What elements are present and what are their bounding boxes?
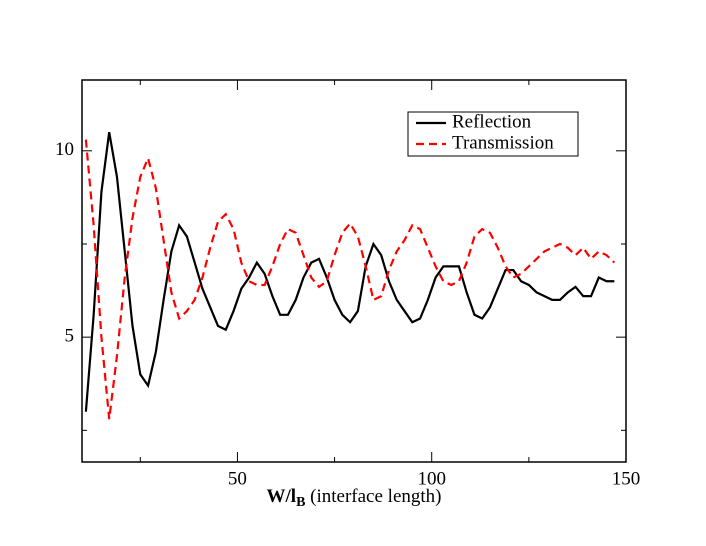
x-axis-label: W/lB (interface length) [267, 486, 442, 510]
x-tick-label: 100 [417, 468, 446, 489]
legend-box [407, 111, 579, 157]
x-tick-label: 50 [228, 468, 247, 489]
y-tick-label: 10 [55, 139, 74, 160]
x-tick-label: 150 [612, 468, 641, 489]
legend-label: Transmission [452, 132, 554, 153]
line-series [84, 131, 615, 412]
line-series [84, 139, 616, 420]
legend-label: Reflection [452, 111, 532, 132]
plot-frame [81, 79, 627, 463]
y-tick-label: 5 [65, 326, 75, 347]
